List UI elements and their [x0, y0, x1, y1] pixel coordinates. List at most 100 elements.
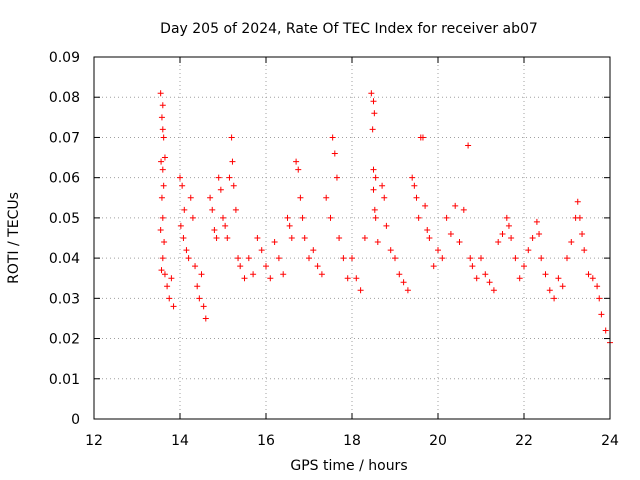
data-point	[217, 186, 224, 193]
data-point	[235, 255, 242, 262]
data-point	[220, 214, 226, 221]
data-point	[202, 315, 209, 322]
y-tick-label: 0.08	[49, 90, 80, 106]
data-point	[237, 263, 244, 270]
data-point	[456, 239, 463, 246]
data-point	[478, 255, 484, 262]
data-point	[160, 134, 167, 141]
data-point	[357, 287, 364, 294]
data-point	[581, 247, 588, 254]
data-point	[157, 226, 164, 233]
data-point	[598, 311, 605, 318]
data-point	[340, 255, 347, 262]
axis-ticks	[93, 56, 611, 420]
data-point	[525, 247, 532, 254]
data-point	[490, 287, 497, 294]
data-point	[568, 239, 575, 246]
data-point	[521, 263, 527, 270]
chart-title: Day 205 of 2024, Rate Of TEC Index for r…	[160, 21, 538, 37]
data-point	[371, 206, 378, 213]
data-point	[396, 271, 403, 278]
data-point	[447, 230, 454, 237]
x-tick-label: 12	[85, 433, 103, 449]
data-point	[158, 194, 165, 201]
data-point	[183, 247, 190, 254]
data-point	[392, 255, 398, 262]
data-point	[194, 283, 201, 290]
data-point	[465, 142, 472, 149]
y-tick-label: 0.07	[49, 130, 80, 146]
data-point	[164, 283, 171, 290]
grid-lines	[94, 57, 610, 419]
data-point	[159, 102, 166, 109]
data-point	[460, 206, 467, 213]
data-point	[579, 230, 586, 237]
data-point	[467, 255, 474, 262]
data-point	[159, 214, 166, 221]
data-point	[439, 255, 446, 262]
data-point	[344, 275, 351, 282]
data-point	[533, 218, 540, 225]
data-point	[426, 235, 433, 241]
data-point	[574, 198, 581, 205]
data-point	[370, 186, 377, 193]
y-tick-label: 0.01	[49, 372, 80, 388]
data-point	[196, 295, 203, 302]
data-point	[232, 206, 239, 213]
data-point	[370, 166, 377, 173]
data-point	[576, 214, 583, 221]
data-point	[383, 222, 390, 229]
y-tick-label: 0	[71, 412, 80, 428]
data-point	[166, 295, 173, 302]
data-point	[280, 271, 287, 278]
data-point	[327, 214, 334, 221]
data-point	[275, 255, 282, 262]
data-point	[314, 263, 321, 270]
data-point	[381, 194, 388, 201]
data-point	[369, 126, 376, 133]
data-point	[161, 154, 168, 161]
data-point	[473, 275, 480, 282]
data-point	[564, 255, 570, 262]
data-point	[542, 271, 549, 278]
data-point	[589, 275, 596, 282]
data-point	[158, 158, 165, 165]
data-point	[372, 214, 379, 221]
data-point	[409, 174, 416, 181]
data-point	[250, 271, 257, 278]
data-point	[435, 247, 441, 254]
data-point	[379, 182, 386, 189]
x-tick-label: 22	[515, 433, 533, 449]
x-tick-label: 24	[601, 433, 619, 449]
data-point	[370, 98, 377, 105]
data-point	[295, 166, 302, 173]
data-point	[499, 230, 506, 237]
data-point	[299, 214, 306, 221]
y-axis-label: ROTI / TECUs	[6, 192, 22, 284]
data-point	[372, 174, 379, 181]
data-point	[419, 134, 426, 141]
data-point	[546, 287, 553, 294]
data-point	[361, 235, 368, 241]
data-point	[159, 126, 166, 133]
data-point	[222, 222, 229, 229]
data-point	[559, 283, 566, 290]
data-point	[368, 90, 375, 97]
data-point	[263, 263, 269, 270]
data-point	[374, 239, 381, 246]
data-point	[230, 182, 237, 189]
data-point	[508, 235, 515, 241]
data-point	[189, 214, 196, 221]
data-point	[158, 267, 165, 274]
data-point	[168, 275, 175, 282]
data-point	[224, 235, 231, 241]
data-point	[333, 174, 340, 181]
data-point	[585, 271, 592, 278]
data-point	[594, 283, 601, 290]
data-point	[422, 202, 429, 209]
data-point	[310, 247, 317, 254]
data-point	[228, 134, 235, 141]
x-tick-label: 16	[257, 433, 275, 449]
data-point	[271, 239, 278, 246]
x-tick-label: 14	[171, 433, 189, 449]
